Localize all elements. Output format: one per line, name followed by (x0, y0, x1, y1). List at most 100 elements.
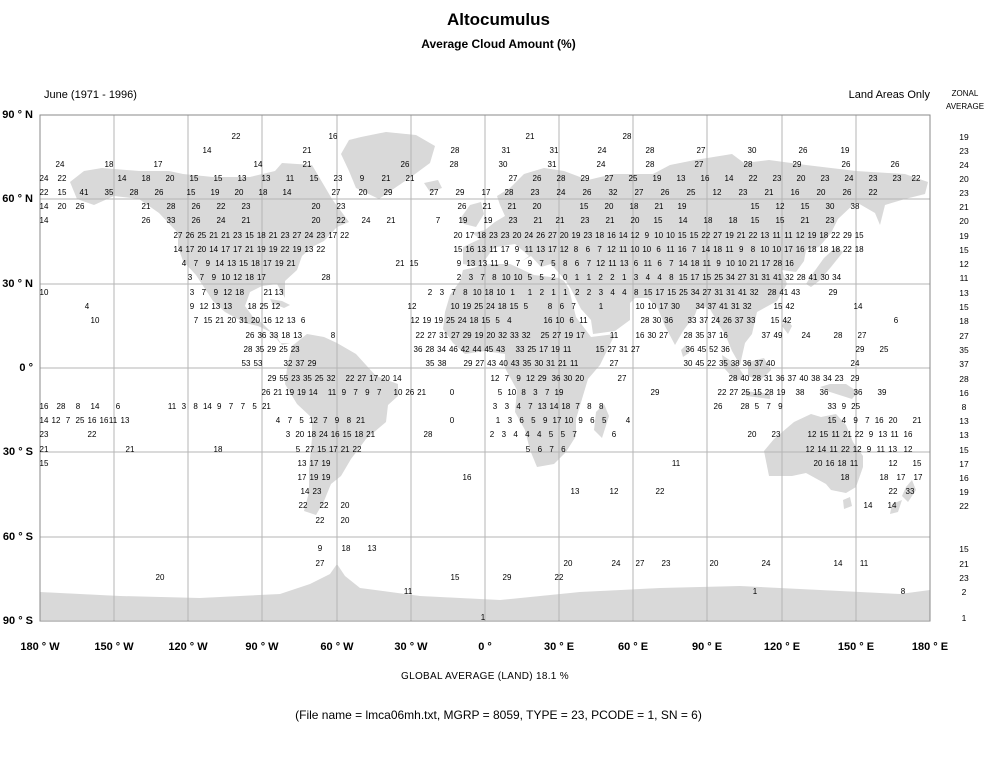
grid-value: 19 (296, 388, 306, 397)
grid-value: 8 (900, 587, 906, 596)
grid-value: 18 (831, 245, 841, 254)
zonal-average-value: 23 (959, 572, 969, 583)
grid-value: 18 (469, 316, 479, 325)
grid-value: 10 (393, 388, 403, 397)
grid-value: 37 (699, 316, 709, 325)
grid-value: 26 (191, 216, 201, 225)
grid-value: 22 (911, 174, 921, 183)
grid-value: 2 (598, 273, 603, 282)
grid-value: 19 (807, 231, 817, 240)
grid-value: 4 (625, 416, 631, 425)
grid-value: 9 (213, 288, 219, 297)
grid-value: 17 (328, 445, 338, 454)
grid-value: 15 (752, 388, 762, 397)
grid-value: 34 (832, 273, 842, 282)
grid-value: 18 (840, 473, 850, 482)
grid-value: 15 (667, 288, 677, 297)
grid-value: 11 (829, 445, 838, 454)
grid-value: 17 (913, 473, 923, 482)
grid-value: 10 (221, 273, 231, 282)
grid-value: 27 (702, 288, 712, 297)
grid-value: 21 (261, 402, 271, 411)
lon-tick-label: 90 ° W (245, 641, 279, 653)
grid-value: 26 (141, 216, 151, 225)
grid-value: 20 (630, 216, 640, 225)
grid-value: 8 (463, 288, 468, 297)
grid-value: 20 (486, 331, 496, 340)
grid-value: 18 (837, 459, 847, 468)
lat-tick-label: 60 ° S (2, 531, 33, 543)
grid-value: 11 (524, 245, 533, 254)
grid-value: 31 (239, 316, 249, 325)
lat-tick-label: 30 ° N (2, 278, 33, 290)
grid-value: 7 (865, 416, 870, 425)
grid-value: 20 (311, 202, 321, 211)
landmass-iceland (424, 180, 442, 192)
grid-value: 32 (749, 288, 759, 297)
grid-value: 22 (280, 245, 290, 254)
grid-value: 4 (657, 273, 662, 282)
grid-value: 8 (587, 402, 592, 411)
grid-value: 53 (241, 359, 251, 368)
grid-value: 36 (742, 359, 752, 368)
grid-value: 10 (642, 245, 652, 254)
grid-value: 12 (223, 288, 233, 297)
global-average-label: GLOBAL AVERAGE (LAND) 18.1 % (401, 671, 569, 682)
grid-value: 31 (501, 146, 511, 155)
grid-value: 21 (749, 259, 759, 268)
grid-value: 3 (285, 430, 291, 439)
grid-value: 27 (659, 331, 669, 340)
grid-value: 12 (233, 273, 243, 282)
grid-value: 35 (255, 345, 265, 354)
grid-value: 9 (738, 245, 744, 254)
grid-value: 19 (462, 302, 472, 311)
grid-value: 16 (635, 331, 645, 340)
grid-value: 20 (227, 316, 237, 325)
grid-value: 12 (559, 245, 569, 254)
zonal-average-value: 19 (959, 131, 969, 142)
grid-value: 13 (537, 402, 547, 411)
grid-value: 27 (357, 374, 367, 383)
grid-value: 27 (547, 231, 557, 240)
grid-value: 1 (598, 302, 604, 311)
grid-value: 10 (555, 316, 565, 325)
grid-value: 23 (772, 174, 782, 183)
grid-value: 19 (554, 388, 564, 397)
grid-value: 5 (299, 416, 304, 425)
grid-value: 8 (75, 402, 81, 411)
grid-value: 14 (39, 416, 49, 425)
grid-value: 19 (776, 388, 786, 397)
grid-value: 5 (497, 388, 503, 397)
grid-value: 6 (300, 316, 306, 325)
grid-value: 15 (481, 316, 491, 325)
grid-value: 5 (601, 416, 607, 425)
grid-value: 14 (39, 202, 49, 211)
grid-value: 16 (465, 245, 475, 254)
grid-value: 3 (189, 288, 195, 297)
grid-value: 1 (551, 288, 556, 297)
grid-value: 13 (293, 331, 303, 340)
grid-value: 12 (199, 302, 209, 311)
grid-value: 39 (877, 388, 887, 397)
grid-value: 31 (761, 273, 771, 282)
grid-value: 6 (893, 316, 899, 325)
lon-tick-label: 150 ° W (94, 641, 134, 653)
grid-value: 18 (245, 273, 254, 282)
grid-value: 26 (185, 231, 195, 240)
grid-value: 21 (273, 388, 283, 397)
grid-value: 22 (655, 487, 665, 496)
grid-value: 31 (763, 374, 773, 383)
grid-value: 28 (743, 160, 753, 169)
grid-value: 23 (39, 430, 49, 439)
grid-value: 15 (453, 245, 463, 254)
grid-value: 28 (166, 202, 176, 211)
grid-value: 27 (609, 359, 619, 368)
grid-value: 7 (287, 416, 293, 425)
grid-value: 31 (547, 160, 557, 169)
grid-value: 25 (474, 302, 484, 311)
grid-value: 9 (542, 416, 548, 425)
grid-value: 25 (628, 174, 638, 183)
grid-value: 42 (782, 316, 792, 325)
grid-value: 27 (696, 146, 706, 155)
grid-value: 37 (787, 374, 797, 383)
